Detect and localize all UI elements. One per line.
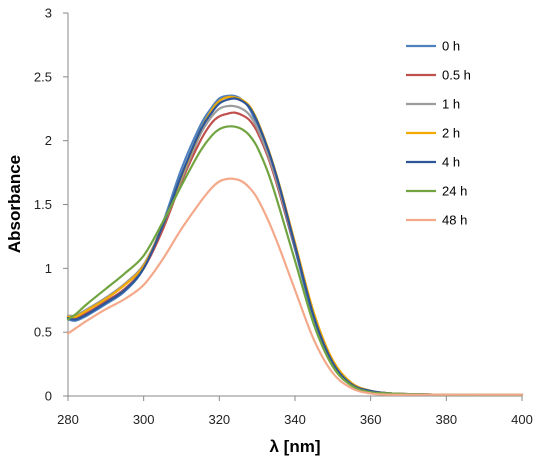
series-line-5 — [66, 125, 524, 396]
y-tick-label: 1 — [45, 261, 52, 276]
series-line-4 — [66, 97, 524, 396]
legend: 0 h 0.5 h 1 h 2 h 4 h 24 h 48 h — [406, 39, 471, 228]
legend-label: 24 h — [442, 184, 467, 199]
legend-label: 48 h — [442, 213, 467, 228]
series-lines — [66, 94, 524, 396]
legend-label: 0 h — [442, 39, 460, 54]
y-tick-label: 2.5 — [34, 69, 52, 84]
y-axis-ticks: 0 0.5 1 1.5 2 2.5 3 — [34, 6, 68, 404]
x-tick-label: 380 — [435, 412, 457, 427]
y-tick-label: 0 — [45, 389, 52, 404]
legend-label: 2 h — [442, 126, 460, 141]
x-tick-label: 280 — [57, 412, 79, 427]
y-axis-title: Absorbance — [5, 155, 24, 253]
x-axis-ticks: 280 300 320 340 360 380 400 — [57, 396, 533, 427]
legend-label: 0.5 h — [442, 68, 471, 83]
x-tick-label: 320 — [208, 412, 230, 427]
x-tick-label: 360 — [360, 412, 382, 427]
x-axis-title: λ [nm] — [270, 437, 321, 456]
series-line-6 — [66, 177, 524, 396]
x-tick-label: 300 — [133, 412, 155, 427]
x-tick-label: 400 — [511, 412, 533, 427]
y-tick-label: 0.5 — [34, 325, 52, 340]
legend-label: 4 h — [442, 155, 460, 170]
x-tick-label: 340 — [284, 412, 306, 427]
legend-label: 1 h — [442, 97, 460, 112]
y-tick-label: 1.5 — [34, 197, 52, 212]
y-tick-label: 3 — [45, 6, 52, 21]
y-tick-label: 2 — [45, 133, 52, 148]
